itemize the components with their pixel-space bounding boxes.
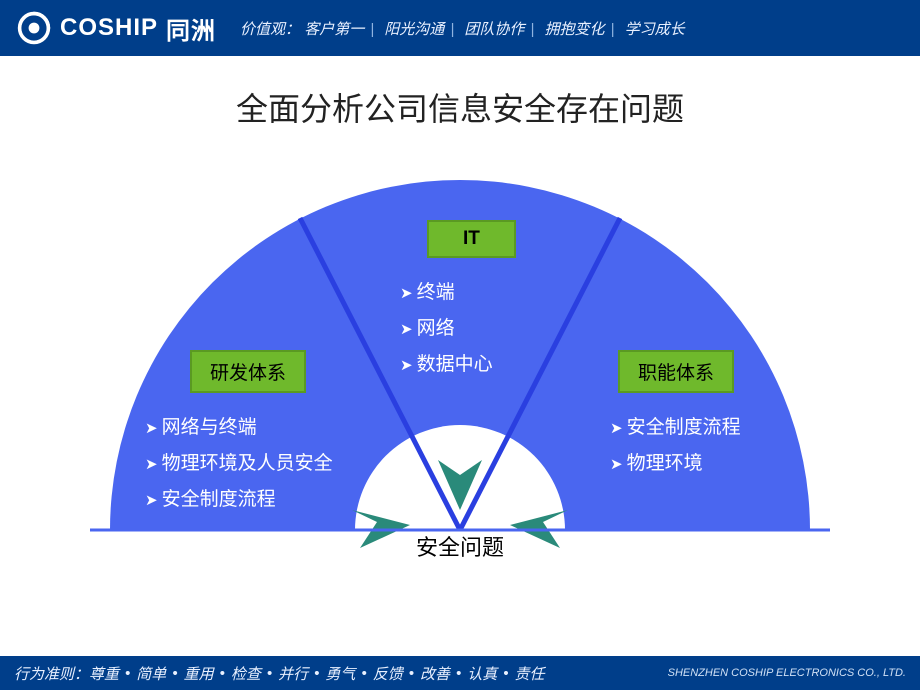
segment-bullets-left: 网络与终端 物理环境及人员安全 安全制度流程 — [145, 410, 335, 518]
bullet-item: 物理环境及人员安全 — [145, 446, 335, 482]
bullet-item: 网络与终端 — [145, 410, 335, 446]
company-name-cn: 同洲 — [166, 11, 216, 46]
rule-item: 尊重 — [89, 663, 119, 684]
semicircle-diagram: 研发体系 IT 职能体系 网络与终端 物理环境及人员安全 安全制度流程 终端 网… — [0, 130, 920, 630]
rule-item: 反馈 — [373, 663, 403, 684]
segment-label-left: 研发体系 — [190, 350, 306, 393]
value-item: 团队协作 — [464, 21, 524, 38]
rule-item: 改善 — [420, 663, 450, 684]
bullet-item: 安全制度流程 — [610, 410, 741, 446]
values-tagline: 价值观： 客户第一| 阳光沟通| 团队协作| 拥抱变化| 学习成长 — [240, 18, 685, 39]
page-title: 全面分析公司信息安全存在问题 — [0, 84, 920, 130]
company-name-en: COSHIP — [60, 14, 158, 42]
bullet-item: 网络 — [400, 311, 493, 347]
bullet-item: 终端 — [400, 275, 493, 311]
values-label: 价值观： — [240, 21, 300, 38]
rule-item: 简单 — [136, 663, 166, 684]
rules-label: 行为准则： — [14, 663, 89, 684]
logo-icon — [16, 10, 52, 46]
value-item: 客户第一 — [304, 21, 364, 38]
value-item: 阳光沟通 — [384, 21, 444, 38]
rule-item: 检查 — [231, 663, 261, 684]
bullet-item: 物理环境 — [610, 446, 741, 482]
segment-bullets-middle: 终端 网络 数据中心 — [400, 275, 493, 383]
bullet-item: 安全制度流程 — [145, 482, 335, 518]
rule-item: 勇气 — [325, 663, 355, 684]
rule-item: 认真 — [467, 663, 497, 684]
segment-label-right: 职能体系 — [618, 350, 734, 393]
rule-item: 重用 — [184, 663, 214, 684]
segment-label-middle: IT — [427, 220, 516, 258]
value-item: 学习成长 — [625, 21, 685, 38]
segment-bullets-right: 安全制度流程 物理环境 — [610, 410, 741, 482]
rule-item: 责任 — [515, 663, 545, 684]
company-logo: COSHIP 同洲 — [16, 10, 216, 46]
center-label: 安全问题 — [416, 530, 504, 562]
bullet-item: 数据中心 — [400, 347, 493, 383]
header-bar: COSHIP 同洲 价值观： 客户第一| 阳光沟通| 团队协作| 拥抱变化| 学… — [0, 0, 920, 56]
footer-company: SHENZHEN COSHIP ELECTRONICS CO., LTD. — [668, 667, 906, 679]
rule-item: 并行 — [278, 663, 308, 684]
footer-bar: 行为准则： 尊重• 简单• 重用• 检查• 并行• 勇气• 反馈• 改善• 认真… — [0, 656, 920, 690]
value-item: 拥抱变化 — [544, 21, 604, 38]
